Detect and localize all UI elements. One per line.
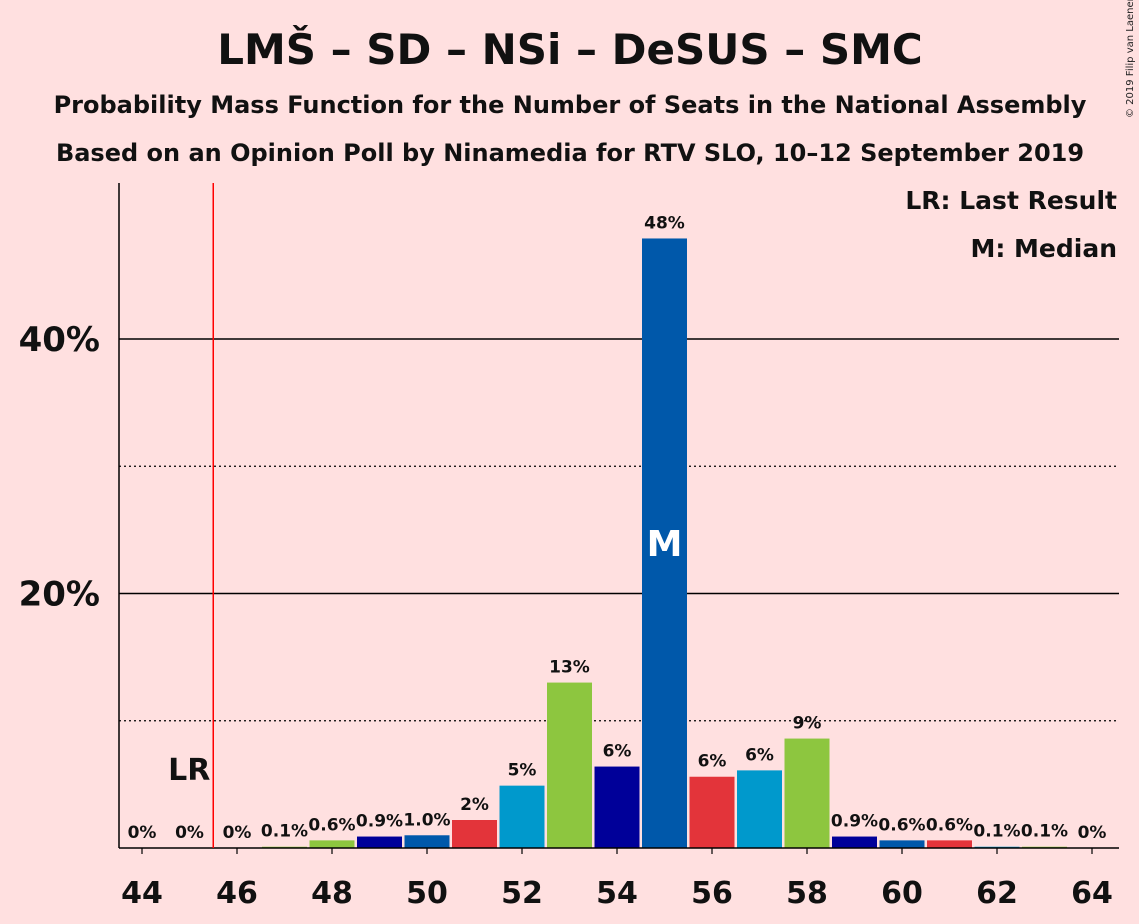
bar-label-seat-56: 6% [698,752,727,772]
x-tick-50: 50 [406,876,448,911]
x-axis-ticks: 44 46 48 50 52 54 56 58 60 62 64 [121,848,1113,911]
x-tick-54: 54 [596,876,638,911]
y-axis-ticks: 20% 40% [19,320,100,615]
bar-seat-49 [357,836,402,848]
bars [262,238,1067,848]
bar-seat-52 [499,785,545,848]
bar-seat-56 [689,776,735,848]
bar-label-seat-63: 0.1% [1021,822,1068,842]
bar-label-seat-62: 0.1% [973,822,1020,842]
bar-seat-60 [879,840,925,848]
bar-seat-61 [927,840,972,848]
bar-label-seat-60: 0.6% [878,815,925,835]
bar-seat-57 [737,770,782,848]
x-tick-64: 64 [1071,876,1113,911]
bar-label-seat-64: 0% [1078,823,1107,843]
median-marker: M [647,524,683,565]
chart-subtitle: Probability Mass Function for the Number… [54,91,1087,119]
last-result-label: LR [168,753,210,788]
bar-labels: 0% 0% 0% 0.1% 0.6% 0.9% 1.0%2%5%13%6%48%6% 6%9%… [128,213,1107,843]
bar-seat-53 [547,682,592,848]
bar-seat-50 [404,835,450,848]
bar-label-seat-50: 1.0% [403,810,450,830]
bar-label-seat-47: 0.1% [261,822,308,842]
gridlines [119,338,1119,722]
bar-label-seat-61: 0.6% [926,815,973,835]
x-tick-52: 52 [501,876,543,911]
x-tick-46: 46 [216,876,258,911]
bar-label-seat-54: 6% [603,742,632,762]
chart-subtitle-poll: Based on an Opinion Poll by Ninamedia fo… [56,139,1084,167]
legend-last-result: LR: Last Result [905,186,1117,215]
bar-label-seat-59: 0.9% [831,812,878,832]
copyright-notice: © 2019 Filip van Laenen [1125,0,1136,118]
x-tick-60: 60 [881,876,923,911]
x-tick-58: 58 [786,876,828,911]
y-tick-20: 20% [19,575,100,615]
y-tick-40: 40% [19,320,100,360]
bar-label-seat-46: 0% [223,823,252,843]
bar-label-seat-58: 9% [793,714,822,734]
axes [118,183,1119,849]
x-tick-56: 56 [691,876,733,911]
bar-seat-48 [309,840,355,848]
legend-median: M: Median [970,234,1117,263]
x-tick-44: 44 [121,876,163,911]
bar-seat-54 [594,766,640,848]
x-tick-62: 62 [976,876,1018,911]
bar-seat-59 [832,836,877,848]
x-tick-48: 48 [311,876,353,911]
bar-label-seat-53: 13% [549,658,590,678]
bar-label-seat-44: 0% [128,823,157,843]
bar-label-seat-52: 5% [508,761,537,781]
bar-label-seat-55: 48% [644,213,685,233]
bar-label-seat-49: 0.9% [356,812,403,832]
bar-label-seat-45: 0% [175,823,204,843]
chart-title: LMŠ – SD – NSi – DeSUS – SMC [217,24,923,74]
bar-seat-55 [642,238,687,848]
bar-label-seat-57: 6% [745,745,774,765]
bar-seat-51 [452,820,497,848]
bar-label-seat-51: 2% [460,795,489,815]
bar-label-seat-48: 0.6% [308,815,355,835]
bar-seat-58 [784,738,830,848]
